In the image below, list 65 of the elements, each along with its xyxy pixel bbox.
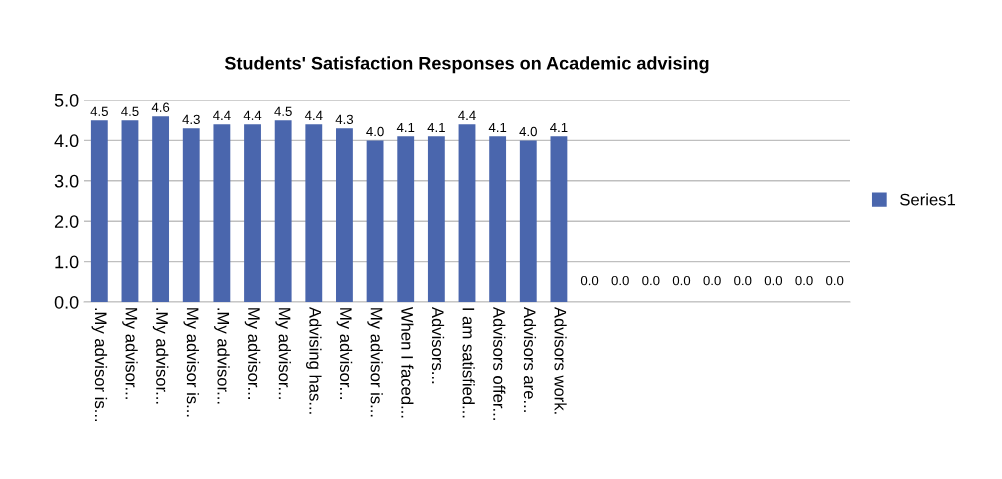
text: 0.0 [795, 275, 813, 286]
x-tick-label: My advisor... [336, 308, 353, 399]
x-tick-label: .My advisor... [152, 308, 169, 404]
text: 4.4 [304, 110, 323, 120]
bar [458, 124, 476, 302]
text: 4.0 [519, 126, 537, 137]
text: 4.1 [488, 122, 507, 133]
x-tick-label: When I faced... [401, 306, 414, 418]
x-tick-label: My advisor... [244, 308, 261, 399]
x-tick-label: .My advisor is... [91, 308, 108, 422]
x-tick-label: Advising has... [306, 306, 322, 414]
text: 4.5 [274, 106, 292, 116]
text: 4.0 [366, 126, 384, 137]
text: 4.4 [243, 110, 262, 120]
y-tick-label: 5.0 [54, 93, 79, 107]
x-tick-label: I am satisfied... [462, 308, 475, 418]
y-tick-label: 2.0 [54, 215, 79, 228]
legend-label: Series1 [900, 193, 956, 206]
bar [519, 140, 537, 302]
bar [397, 136, 415, 302]
bar [489, 136, 507, 302]
x-tick-label: Advisors work. [554, 306, 567, 414]
text: 0.0 [672, 275, 691, 286]
text: 4.4 [458, 110, 476, 120]
text: 4.1 [427, 122, 445, 133]
text: 0.0 [734, 275, 752, 286]
x-tick-label: My advisor is... [183, 308, 200, 417]
bar [152, 116, 170, 302]
bar [336, 128, 353, 302]
text: 0.0 [764, 275, 783, 286]
text: 0.0 [826, 275, 844, 286]
text: 4.6 [151, 102, 170, 112]
x-tick-label: Advisors offer... [493, 306, 506, 420]
x-tick-label: .My advisor... [214, 308, 230, 404]
bar [213, 124, 231, 302]
x-tick-label: My advisor... [275, 308, 291, 399]
y-tick-label: 0.0 [54, 295, 79, 309]
text: 4.1 [396, 122, 415, 133]
text: 4.3 [335, 114, 354, 125]
bar [550, 136, 568, 302]
bar [244, 124, 261, 302]
text: 0.0 [642, 275, 660, 286]
bar [427, 136, 445, 302]
bar [90, 120, 108, 302]
text: 4.4 [213, 110, 231, 120]
text: 0.0 [611, 275, 629, 286]
x-tick-label: My advisor... [122, 308, 138, 399]
bar [305, 124, 323, 302]
bar [366, 140, 384, 302]
text: 0.0 [703, 275, 721, 286]
text: 4.3 [182, 114, 200, 125]
y-tick-label: 4.0 [54, 134, 79, 148]
text: 0.0 [580, 275, 599, 286]
chart-title: Students' Satisfaction Responses on Academic advising [224, 56, 709, 74]
text: 4.5 [90, 106, 108, 116]
bar [182, 128, 200, 302]
text: 4.5 [121, 106, 139, 116]
bar [121, 120, 139, 302]
y-tick-label: 1.0 [55, 255, 79, 269]
text: 4.1 [550, 122, 568, 133]
bar [274, 120, 292, 302]
x-tick-label: Advisors... [431, 306, 445, 384]
x-tick-label: Advisors are... [523, 306, 537, 412]
x-tick-label: My advisor is... [367, 308, 383, 417]
y-tick-label: 3.0 [54, 174, 79, 188]
